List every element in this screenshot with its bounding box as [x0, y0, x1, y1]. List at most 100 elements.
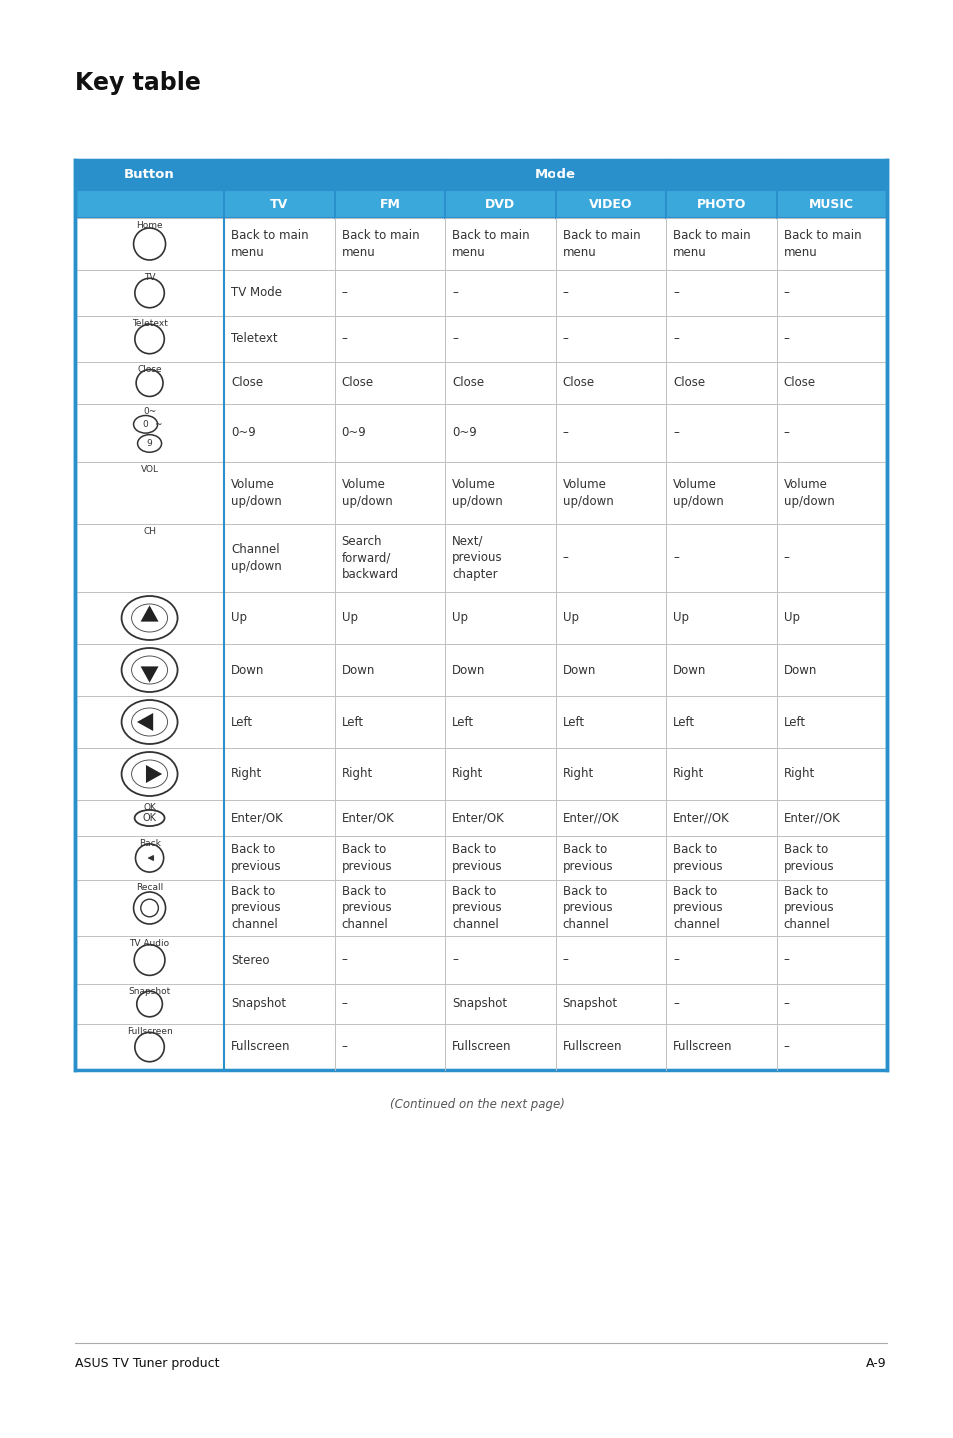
- Text: 0~9: 0~9: [341, 427, 366, 440]
- Text: Teletext: Teletext: [231, 332, 277, 345]
- Text: Snapshot: Snapshot: [231, 998, 286, 1011]
- Text: Next/
previous
chapter: Next/ previous chapter: [452, 535, 502, 581]
- Text: –: –: [673, 953, 679, 966]
- Bar: [75, 835, 886, 880]
- Text: –: –: [673, 552, 679, 565]
- Text: Right: Right: [231, 768, 262, 781]
- Text: Up: Up: [231, 611, 247, 624]
- Bar: [75, 936, 886, 984]
- Text: Right: Right: [452, 768, 483, 781]
- Bar: [75, 160, 886, 1070]
- Text: Fullscreen: Fullscreen: [127, 1027, 172, 1035]
- Text: ASUS TV Tuner product: ASUS TV Tuner product: [75, 1357, 219, 1370]
- Text: Left: Left: [673, 716, 695, 729]
- Text: –: –: [782, 552, 788, 565]
- Text: Back to
previous
channel: Back to previous channel: [452, 884, 502, 930]
- Text: Close: Close: [782, 377, 815, 390]
- Text: Stereo: Stereo: [231, 953, 270, 966]
- Polygon shape: [140, 666, 158, 683]
- Text: Down: Down: [562, 663, 596, 676]
- Bar: [75, 644, 886, 696]
- Text: –: –: [782, 427, 788, 440]
- Text: TV Audio: TV Audio: [130, 939, 170, 948]
- Polygon shape: [137, 713, 153, 731]
- Text: Back to main
menu: Back to main menu: [452, 229, 529, 259]
- Bar: [75, 748, 886, 800]
- Bar: [75, 1024, 886, 1070]
- Bar: [75, 800, 886, 835]
- Text: Right: Right: [341, 768, 373, 781]
- Text: Close: Close: [341, 377, 374, 390]
- Text: Left: Left: [231, 716, 253, 729]
- Text: Back to main
menu: Back to main menu: [782, 229, 861, 259]
- Text: Volume
up/down: Volume up/down: [341, 479, 392, 508]
- Text: –: –: [562, 286, 568, 299]
- Text: Down: Down: [782, 663, 816, 676]
- Text: Snapshot: Snapshot: [562, 998, 617, 1011]
- Text: ~: ~: [153, 420, 161, 429]
- Polygon shape: [146, 765, 162, 784]
- Text: –: –: [452, 286, 457, 299]
- Bar: [75, 219, 886, 270]
- Text: Back to
previous: Back to previous: [562, 843, 613, 873]
- Text: Back to
previous
channel: Back to previous channel: [782, 884, 833, 930]
- Text: –: –: [562, 953, 568, 966]
- Text: –: –: [341, 286, 347, 299]
- Text: Up: Up: [341, 611, 357, 624]
- Text: MUSIC: MUSIC: [808, 197, 853, 210]
- Text: Volume
up/down: Volume up/down: [673, 479, 723, 508]
- Text: –: –: [341, 953, 347, 966]
- Text: –: –: [782, 1041, 788, 1054]
- Text: Fullscreen: Fullscreen: [673, 1041, 732, 1054]
- Text: CH: CH: [143, 526, 156, 536]
- Text: Up: Up: [452, 611, 468, 624]
- Text: Back to
previous: Back to previous: [452, 843, 502, 873]
- Bar: [75, 190, 886, 219]
- Text: –: –: [562, 332, 568, 345]
- Text: Recall: Recall: [136, 883, 163, 892]
- Text: Close: Close: [452, 377, 484, 390]
- Text: Home: Home: [136, 221, 163, 230]
- Text: Back to main
menu: Back to main menu: [673, 229, 750, 259]
- Text: –: –: [452, 332, 457, 345]
- Text: Close: Close: [231, 377, 263, 390]
- Text: 0: 0: [143, 420, 149, 429]
- Text: Back: Back: [138, 838, 160, 848]
- Text: Left: Left: [341, 716, 363, 729]
- Text: OK: OK: [143, 802, 156, 812]
- Text: 0~: 0~: [143, 407, 156, 416]
- Text: –: –: [562, 427, 568, 440]
- Text: Back to main
menu: Back to main menu: [562, 229, 639, 259]
- Text: Snapshot: Snapshot: [452, 998, 507, 1011]
- Text: Down: Down: [341, 663, 375, 676]
- Text: (Continued on the next page): (Continued on the next page): [389, 1099, 564, 1112]
- Text: Up: Up: [782, 611, 799, 624]
- Text: Enter/OK: Enter/OK: [452, 811, 504, 824]
- Text: –: –: [673, 332, 679, 345]
- Text: Down: Down: [231, 663, 264, 676]
- Text: Enter//OK: Enter//OK: [673, 811, 729, 824]
- Text: Search
forward/
backward: Search forward/ backward: [341, 535, 398, 581]
- Text: Volume
up/down: Volume up/down: [231, 479, 281, 508]
- Text: Left: Left: [562, 716, 584, 729]
- Text: –: –: [782, 953, 788, 966]
- Text: Fullscreen: Fullscreen: [562, 1041, 621, 1054]
- Text: Teletext: Teletext: [132, 319, 168, 328]
- Text: PHOTO: PHOTO: [696, 197, 745, 210]
- Text: –: –: [782, 332, 788, 345]
- Bar: [75, 362, 886, 404]
- Text: DVD: DVD: [485, 197, 515, 210]
- Text: Volume
up/down: Volume up/down: [452, 479, 502, 508]
- Bar: [75, 592, 886, 644]
- Text: Back to
previous: Back to previous: [673, 843, 723, 873]
- Text: Left: Left: [452, 716, 474, 729]
- Text: Enter//OK: Enter//OK: [562, 811, 618, 824]
- Text: Close: Close: [137, 365, 162, 374]
- Text: Back to
previous: Back to previous: [231, 843, 281, 873]
- Text: –: –: [452, 953, 457, 966]
- Text: Back to main
menu: Back to main menu: [341, 229, 418, 259]
- Bar: [75, 880, 886, 936]
- Text: –: –: [673, 427, 679, 440]
- Text: Right: Right: [782, 768, 814, 781]
- Text: –: –: [562, 552, 568, 565]
